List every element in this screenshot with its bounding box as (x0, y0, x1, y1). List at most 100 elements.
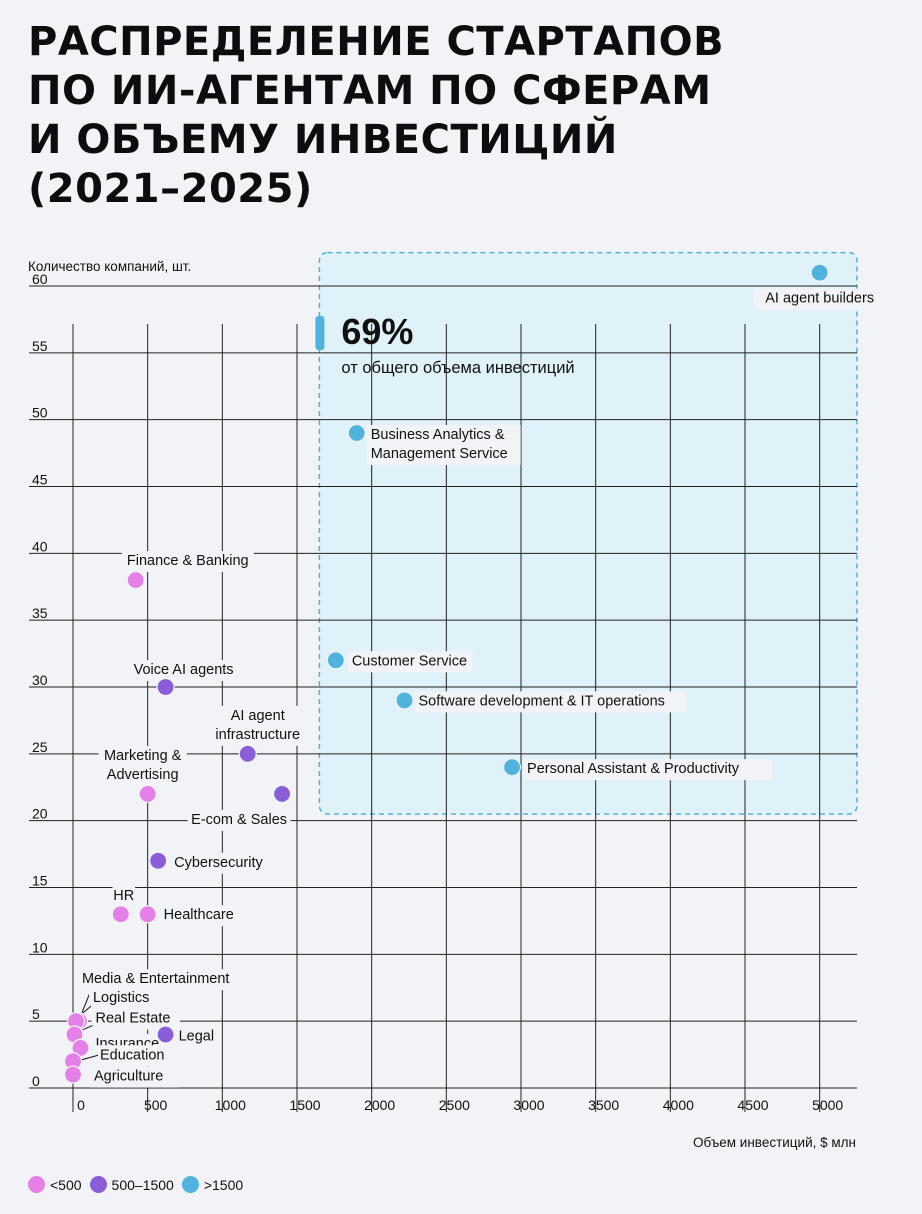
data-point (138, 905, 157, 924)
point-label-bg (91, 1008, 180, 1030)
point-label: Business Analytics & Management Service (371, 427, 508, 462)
y-tick-label: 45 (32, 472, 48, 488)
data-point (502, 758, 522, 777)
data-point (138, 784, 157, 804)
y-tick-label: 20 (32, 806, 48, 822)
title-line: (2021–2025) (28, 166, 313, 212)
point-label-line: Cybersecurity (174, 855, 263, 871)
highlight-region (318, 251, 858, 815)
highlight-text: от общего объема инвестиций (341, 359, 574, 377)
legend-swatch-high (181, 1176, 199, 1193)
x-tick-label: 4000 (663, 1097, 694, 1113)
point-label: Marketing & Advertising (104, 748, 182, 783)
legend-swatch-low (28, 1176, 45, 1193)
data-point (63, 1065, 83, 1084)
x-tick-label: 0 (77, 1097, 85, 1113)
point-label-bg (98, 745, 187, 786)
y-tick-label: 60 (32, 271, 48, 287)
y-tick-label: 10 (32, 939, 48, 955)
point-label-line: HR (113, 888, 134, 904)
legend-item-low: <500 (28, 1176, 82, 1193)
legend-swatch-mid (89, 1176, 107, 1193)
x-tick-label: 3500 (588, 1097, 619, 1113)
point-label-line: Agriculture (94, 1069, 163, 1085)
x-tick-label: 3000 (513, 1097, 544, 1113)
legend-label-high: >1500 (203, 1176, 244, 1193)
y-tick-label: 40 (32, 538, 48, 554)
data-point (111, 905, 130, 924)
x-tick-label: 4500 (737, 1097, 768, 1113)
x-axis-label: Объем инвестиций, $ млн (693, 1135, 856, 1150)
x-tick-label: 2000 (364, 1097, 395, 1113)
point-label: AI agent builders (765, 291, 874, 307)
point-label-bg (174, 1026, 220, 1048)
y-axis-label: Количество компаний, шт. (28, 259, 192, 274)
chart-title: РАСПРЕДЕЛЕНИЕ СТАРТАПОВ ПО ИИ-АГЕНТАМ ПО… (28, 18, 724, 214)
point-label-line: E-com & Sales (191, 812, 287, 828)
point-label-bg (753, 288, 886, 310)
point-label-bg (366, 425, 521, 466)
point-label-bg (414, 691, 686, 713)
point-label: Legal (179, 1029, 214, 1045)
data-point (149, 851, 168, 870)
x-tick-label: 1500 (289, 1097, 320, 1113)
data-point (156, 1025, 175, 1044)
point-label: Personal Assistant & Productivity (527, 761, 740, 777)
data-point (326, 651, 345, 670)
point-label-line: Finance & Banking (127, 553, 249, 569)
leader-line (79, 1054, 99, 1061)
point-label-bg (170, 852, 274, 874)
point-label: Customer Service (352, 653, 467, 669)
point-label-line: Education (100, 1047, 165, 1063)
y-tick-label: 35 (32, 605, 48, 621)
point-label: Healthcare (164, 907, 234, 923)
point-label-bg (112, 886, 136, 908)
y-tick-label: 55 (32, 338, 48, 354)
point-label-line: Healthcare (164, 907, 234, 923)
point-label-bg (159, 905, 241, 927)
highlight-value: 69% (341, 311, 413, 352)
point-label-bg (90, 1066, 179, 1088)
x-tick-label: 1000 (215, 1097, 246, 1113)
data-point (395, 691, 414, 710)
point-label-bg (347, 651, 473, 673)
point-label-line: Management Service (371, 446, 508, 462)
data-point (272, 784, 292, 804)
y-tick-label: 0 (32, 1073, 40, 1089)
point-label-line: Personal Assistant & Productivity (527, 761, 740, 777)
point-label-bg (121, 551, 254, 573)
y-tick-label: 25 (32, 739, 48, 755)
legend-label-low: <500 (50, 1176, 82, 1193)
data-point (347, 423, 366, 443)
point-label-line: Marketing & (104, 748, 182, 764)
x-tick-label: 500 (144, 1097, 168, 1113)
point-label-line: Logistics (93, 990, 149, 1006)
point-label: Logistics (93, 990, 149, 1006)
legend-label-mid: 500–1500 (111, 1176, 174, 1193)
y-tick-label: 5 (32, 1006, 40, 1022)
point-label-bg (77, 969, 240, 991)
legend: <500 500–1500 >1500 (28, 1176, 251, 1193)
point-label: AI agent infrastructure (215, 708, 300, 743)
point-label-bg (96, 1045, 170, 1067)
point-label-line: Advertising (107, 767, 179, 783)
y-tick-label: 15 (32, 873, 48, 889)
data-point (156, 677, 175, 697)
point-label-bg (124, 660, 243, 681)
legend-item-mid: 500–1500 (89, 1176, 174, 1193)
title-line: И ОБЪЕМУ ИНВЕСТИЦИЙ (28, 117, 618, 163)
point-label: Cybersecurity (174, 855, 263, 871)
point-label: Real Estate (95, 1011, 170, 1027)
y-tick-label: 50 (32, 405, 48, 421)
data-point (238, 744, 257, 763)
point-label-line: Media & Entertainment (82, 971, 230, 987)
data-point (126, 570, 145, 590)
point-label: Software development & IT operations (419, 693, 665, 709)
point-label: Media & Entertainment (82, 971, 230, 987)
point-label-line: Real Estate (95, 1011, 170, 1027)
point-label-line: infrastructure (215, 727, 300, 743)
data-point (810, 263, 829, 282)
x-tick-label: 5000 (812, 1097, 843, 1113)
legend-item-high: >1500 (181, 1176, 244, 1193)
